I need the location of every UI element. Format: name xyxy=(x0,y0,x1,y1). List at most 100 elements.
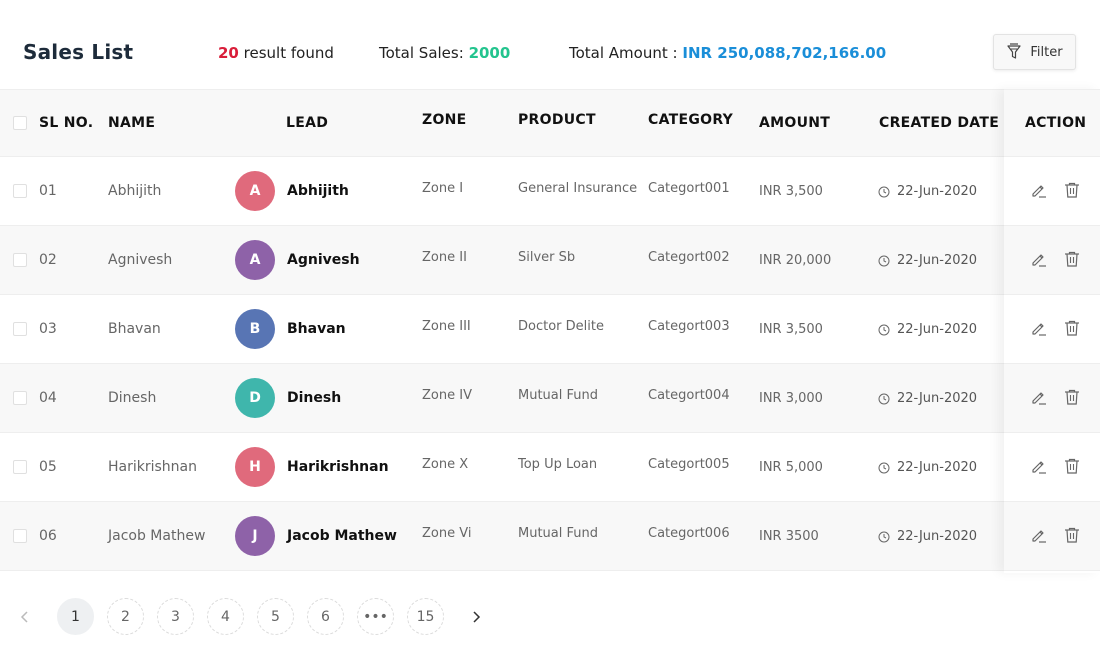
total-amount: Total Amount : INR 250,088,702,166.00 xyxy=(569,44,886,62)
row-checkbox[interactable] xyxy=(13,184,27,198)
delete-icon[interactable] xyxy=(1063,181,1081,199)
page-ellipsis[interactable]: ••• xyxy=(357,598,394,635)
row-lead: Bhavan xyxy=(287,321,346,337)
row-checkbox[interactable] xyxy=(13,253,27,267)
avatar: J xyxy=(235,516,275,556)
avatar: B xyxy=(235,309,275,349)
row-created-date: 22-Jun-2020 xyxy=(878,322,977,337)
row-name: Dinesh xyxy=(108,390,157,406)
row-zone: Zone Vi xyxy=(422,526,472,541)
clock-icon xyxy=(878,324,890,335)
row-date-text: 22-Jun-2020 xyxy=(897,529,978,544)
col-category[interactable]: CATEGORY xyxy=(648,112,734,128)
filter-button[interactable]: Filter xyxy=(993,34,1076,70)
delete-icon[interactable] xyxy=(1063,250,1081,268)
row-amount: INR 20,000 xyxy=(759,253,832,268)
col-amount[interactable]: AMOUNT xyxy=(759,115,831,131)
edit-icon[interactable] xyxy=(1030,319,1048,337)
prev-page-button[interactable] xyxy=(15,598,35,635)
table-row[interactable]: 03 Bhavan B Bhavan Zone III Doctor Delite Cate… xyxy=(0,295,1100,364)
col-product[interactable]: PRODUCT xyxy=(518,112,596,128)
edit-icon[interactable] xyxy=(1030,388,1048,406)
row-amount: INR 5,000 xyxy=(759,460,823,475)
row-category: Categort001 xyxy=(648,181,730,196)
page-button[interactable]: 2 xyxy=(107,598,144,635)
delete-icon[interactable] xyxy=(1063,319,1081,337)
sales-table: SL NO. NAME LEAD ZONE PRODUCT CATEGORY A… xyxy=(0,89,1100,571)
avatar: A xyxy=(235,171,275,211)
clock-icon xyxy=(878,462,890,473)
row-zone: Zone IV xyxy=(422,388,472,403)
select-all-checkbox[interactable] xyxy=(13,116,27,130)
row-sl-no: 02 xyxy=(39,252,57,268)
row-lead: Dinesh xyxy=(287,390,342,406)
filter-icon xyxy=(1007,43,1021,59)
row-zone: Zone I xyxy=(422,181,464,196)
table-row[interactable]: 01 Abhijith A Abhijith Zone I General Insuran… xyxy=(0,157,1100,226)
page-button[interactable]: 1 xyxy=(57,598,94,635)
col-created-date[interactable]: CREATED DATE xyxy=(879,115,1000,131)
row-checkbox[interactable] xyxy=(13,460,27,474)
row-date-text: 22-Jun-2020 xyxy=(897,460,978,475)
row-category: Categort002 xyxy=(648,250,730,265)
pagination: 1 2 3 4 5 6 ••• 15 xyxy=(0,598,1100,636)
clock-icon xyxy=(878,531,890,542)
total-amount-label: Total Amount : xyxy=(569,44,678,62)
row-sl-no: 01 xyxy=(39,183,57,199)
row-created-date: 22-Jun-2020 xyxy=(878,460,977,475)
edit-icon[interactable] xyxy=(1030,250,1048,268)
table-header: SL NO. NAME LEAD ZONE PRODUCT CATEGORY A… xyxy=(0,89,1100,157)
avatar: H xyxy=(235,447,275,487)
avatar: D xyxy=(235,378,275,418)
row-name: Bhavan xyxy=(108,321,161,337)
row-date-text: 22-Jun-2020 xyxy=(897,253,978,268)
delete-icon[interactable] xyxy=(1063,526,1081,544)
row-name: Harikrishnan xyxy=(108,459,197,475)
chevron-left-icon xyxy=(20,610,28,623)
edit-icon[interactable] xyxy=(1030,457,1048,475)
row-product: Mutual Fund xyxy=(518,526,598,541)
page-button[interactable]: 3 xyxy=(157,598,194,635)
delete-icon[interactable] xyxy=(1063,388,1081,406)
total-sales-value: 2000 xyxy=(468,44,511,62)
page-button[interactable]: 5 xyxy=(257,598,294,635)
table-row[interactable]: 05 Harikrishnan H Harikrishnan Zone X Top Up … xyxy=(0,433,1100,502)
clock-icon xyxy=(878,186,890,197)
result-count: 20 result found xyxy=(218,44,334,62)
total-sales: Total Sales: 2000 xyxy=(379,44,510,62)
table-row[interactable]: 02 Agnivesh A Agnivesh Zone II Silver Sb Categ… xyxy=(0,226,1100,295)
row-checkbox[interactable] xyxy=(13,391,27,405)
page-button[interactable]: 4 xyxy=(207,598,244,635)
row-lead: Abhijith xyxy=(287,183,349,199)
col-zone[interactable]: ZONE xyxy=(422,112,467,128)
next-page-button[interactable] xyxy=(466,598,486,635)
row-product: Top Up Loan xyxy=(518,457,598,472)
row-sl-no: 05 xyxy=(39,459,57,475)
col-action: ACTION xyxy=(1025,115,1087,131)
edit-icon[interactable] xyxy=(1030,181,1048,199)
table-row[interactable]: 06 Jacob Mathew J Jacob Mathew Zone Vi Mutual… xyxy=(0,502,1100,571)
result-count-label: result found xyxy=(243,44,334,62)
col-sl-no[interactable]: SL NO. xyxy=(39,115,94,131)
row-checkbox[interactable] xyxy=(13,529,27,543)
page-button[interactable]: 6 xyxy=(307,598,344,635)
delete-icon[interactable] xyxy=(1063,457,1081,475)
page-button[interactable]: 15 xyxy=(407,598,444,635)
row-category: Categort005 xyxy=(648,457,730,472)
col-name[interactable]: NAME xyxy=(108,115,156,131)
row-created-date: 22-Jun-2020 xyxy=(878,253,977,268)
total-amount-value: INR 250,088,702,166.00 xyxy=(682,44,887,62)
result-count-value: 20 xyxy=(218,44,239,62)
row-checkbox[interactable] xyxy=(13,322,27,336)
clock-icon xyxy=(878,255,890,266)
filter-label: Filter xyxy=(1030,44,1063,60)
row-product: Doctor Delite xyxy=(518,319,604,334)
row-date-text: 22-Jun-2020 xyxy=(897,322,978,337)
row-created-date: 22-Jun-2020 xyxy=(878,184,977,199)
col-lead[interactable]: LEAD xyxy=(286,115,329,131)
edit-icon[interactable] xyxy=(1030,526,1048,544)
row-lead: Harikrishnan xyxy=(287,459,389,475)
row-product: Mutual Fund xyxy=(518,388,598,403)
avatar: A xyxy=(235,240,275,280)
table-row[interactable]: 04 Dinesh D Dinesh Zone IV Mutual Fund Categor… xyxy=(0,364,1100,433)
